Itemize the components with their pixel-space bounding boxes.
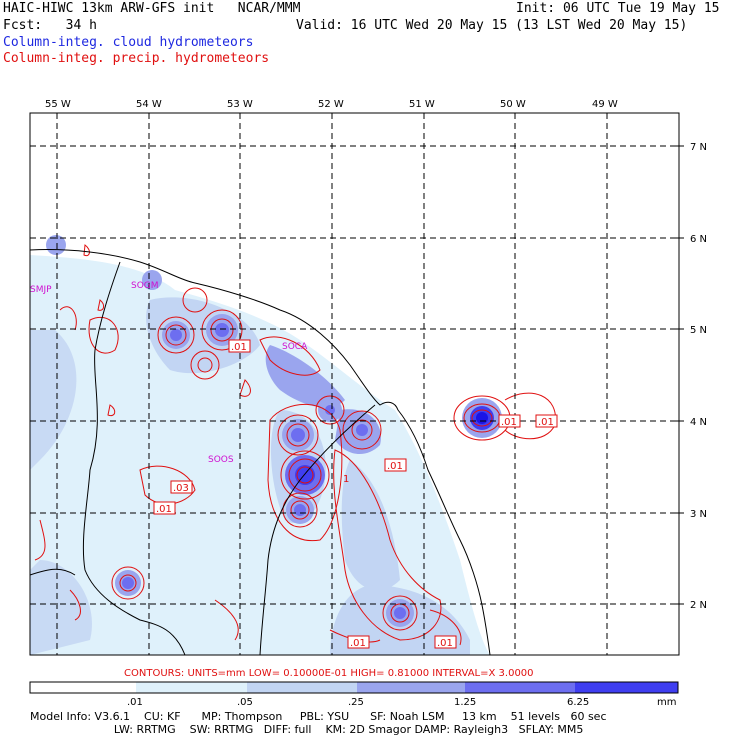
contour-value: .01	[156, 504, 172, 515]
lat-label: 2 N	[690, 600, 707, 611]
colorbar-tick: .05	[237, 697, 253, 708]
lat-lon-grid	[30, 113, 679, 655]
station-labels: SMJP SOGM SOCA SOOS	[30, 281, 308, 465]
station-label: SOOS	[208, 455, 234, 465]
lon-label: 55 W	[45, 99, 71, 110]
colorbar-swatch	[30, 682, 136, 693]
station-label: SMJP	[30, 285, 52, 295]
contour-value: .01	[538, 417, 554, 428]
cloud-shading	[30, 235, 502, 655]
border-south	[30, 568, 76, 576]
lat-label: 6 N	[690, 234, 707, 245]
forecast-hour: Fcst: 34 h	[3, 18, 97, 33]
cloud-field-label: Column-integ. cloud hydrometeors	[3, 35, 254, 50]
colorbar-swatch	[136, 682, 247, 693]
colorbar-tick: .25	[348, 697, 364, 708]
lat-label: 4 N	[690, 417, 707, 428]
contour-info: CONTOURS: UNITS=mm LOW= 0.10000E-01 HIGH…	[124, 668, 534, 679]
contour-value: 1	[343, 474, 349, 485]
border-left	[82, 261, 186, 655]
colorbar-swatch	[575, 682, 678, 693]
lon-label: 51 W	[409, 99, 435, 110]
colorbar-tick: 1.25	[454, 697, 476, 708]
contour-value: .01	[437, 638, 453, 649]
contour-value: .01	[387, 461, 403, 472]
colorbar-unit: mm	[657, 697, 676, 708]
valid-time: Valid: 16 UTC Wed 20 May 15 (13 LST Wed …	[296, 18, 688, 33]
lon-label: 50 W	[500, 99, 526, 110]
lon-label: 49 W	[592, 99, 618, 110]
lat-label: 7 N	[690, 142, 707, 153]
contour-value: .03	[173, 483, 189, 494]
lon-label: 53 W	[227, 99, 253, 110]
lat-label: 3 N	[690, 509, 707, 520]
station-label: SOCA	[282, 342, 308, 352]
station-label: SOGM	[131, 281, 159, 291]
init-time: Init: 06 UTC Tue 19 May 15	[516, 1, 720, 16]
contour-value: .01	[350, 638, 366, 649]
colorbar-swatch	[247, 682, 357, 693]
axis-ticks	[56, 113, 684, 605]
colorbar-swatches	[30, 682, 678, 693]
lon-label: 52 W	[318, 99, 344, 110]
model-info-line1: Model Info: V3.6.1 CU: KF MP: Thompson P…	[30, 710, 607, 723]
contour-value: .01	[231, 342, 247, 353]
map-frame	[29, 112, 680, 656]
lat-label: 5 N	[690, 325, 707, 336]
colorbar-swatch	[465, 682, 575, 693]
colorbar-tick: 6.25	[567, 697, 589, 708]
colorbar-swatch	[357, 682, 465, 693]
axis-labels: 55 W 54 W 53 W 52 W 51 W 50 W 49 W 7 N 6…	[45, 99, 707, 611]
lon-label: 54 W	[136, 99, 162, 110]
colorbar: .01 .05 .25 1.25 6.25 mm	[29, 681, 679, 708]
contour-value: .01	[501, 417, 517, 428]
contour-labels: .01 .01 .01 .01 .03 .01 .01 .01 1	[153, 339, 558, 649]
model-info-line2: LW: RRTMG SW: RRTMG DIFF: full KM: 2D Sm…	[30, 723, 584, 736]
precip-field-label: Column-integ. precip. hydrometeors	[3, 51, 270, 66]
map-title: HAIC-HIWC 13km ARW-GFS init NCAR/MMM	[3, 1, 301, 16]
colorbar-tick: .01	[127, 697, 143, 708]
